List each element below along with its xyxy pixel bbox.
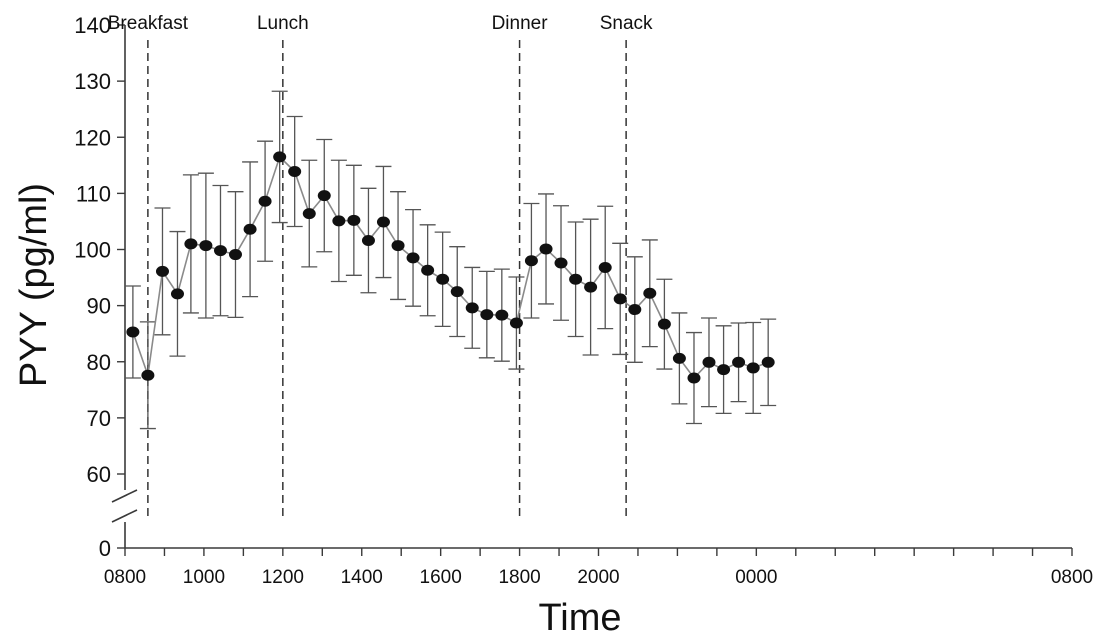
data-point	[613, 293, 627, 305]
data-point	[495, 309, 509, 321]
x-tick-label: 2000	[577, 567, 619, 588]
y-axis-break-mark	[111, 509, 138, 523]
y-tick-label: 60	[87, 462, 111, 487]
data-point	[436, 273, 450, 285]
y-tick-label: 0	[99, 536, 111, 561]
data-point	[421, 264, 435, 276]
meal-label: Dinner	[492, 13, 549, 34]
x-tick-label: 0800	[1051, 567, 1093, 588]
data-point	[317, 190, 331, 202]
data-point	[406, 252, 420, 264]
data-point	[746, 362, 760, 374]
data-point	[126, 326, 140, 338]
y-tick-label: 80	[87, 350, 111, 375]
data-point	[584, 281, 598, 293]
error-bars	[124, 90, 777, 430]
data-point	[155, 265, 169, 277]
x-tick-label: 0800	[104, 567, 146, 588]
data-point	[199, 240, 213, 252]
data-point	[332, 215, 346, 227]
x-tick-label: 1000	[183, 567, 225, 588]
x-axis-title: Time	[538, 597, 621, 637]
y-tick-label: 140	[74, 13, 111, 38]
data-point	[302, 208, 316, 220]
data-point	[213, 245, 227, 257]
y-tick-label: 90	[87, 294, 111, 319]
data-point	[509, 317, 523, 329]
y-tick-label: 110	[76, 181, 111, 206]
data-point	[273, 151, 287, 163]
data-point	[687, 372, 701, 384]
y-tick-label: 120	[74, 125, 111, 150]
data-point	[258, 195, 272, 207]
data-point	[288, 165, 302, 177]
data-point	[170, 288, 184, 300]
data-point	[243, 223, 257, 235]
data-point	[717, 364, 731, 376]
data-point	[702, 356, 716, 368]
data-point	[539, 243, 553, 255]
data-point	[141, 369, 155, 381]
data-point	[347, 214, 361, 226]
x-tick-label: 0000	[735, 567, 777, 588]
data-point	[524, 255, 538, 267]
series-line	[132, 155, 769, 380]
data-point	[450, 286, 464, 298]
x-tick-label: 1800	[498, 567, 540, 588]
y-axis-title: PYY (pg/ml)	[13, 183, 55, 387]
data-point	[598, 261, 612, 273]
y-axis-break-mark	[111, 489, 138, 503]
data-point	[761, 356, 775, 368]
y-tick-label: 100	[74, 238, 111, 263]
data-point	[672, 352, 686, 364]
data-point	[628, 304, 642, 316]
axes: 0 60 70 80 90 100 110 120 130 140 0800 1000 1200 1400…	[74, 13, 1093, 588]
data-point	[657, 318, 671, 330]
data-point	[376, 216, 390, 228]
data-point	[732, 356, 746, 368]
data-point	[184, 238, 198, 250]
data-point	[569, 273, 583, 285]
x-tick-label: 1600	[420, 567, 462, 588]
y-tick-label: 130	[74, 69, 111, 94]
data-point	[554, 257, 568, 269]
data-point	[228, 249, 242, 261]
data-point	[643, 287, 657, 299]
x-tick-label: 1400	[341, 567, 383, 588]
data-point	[465, 302, 479, 314]
data-point	[391, 240, 405, 252]
data-point	[480, 309, 494, 321]
meal-markers: Breakfast Lunch Dinner Snack	[108, 13, 653, 518]
meal-label: Snack	[600, 13, 653, 34]
data-points	[126, 151, 775, 384]
meal-label: Lunch	[257, 13, 309, 34]
data-point	[361, 235, 375, 247]
meal-label: Breakfast	[108, 13, 189, 34]
y-tick-label: 70	[87, 406, 111, 431]
x-tick-label: 1200	[262, 567, 304, 588]
